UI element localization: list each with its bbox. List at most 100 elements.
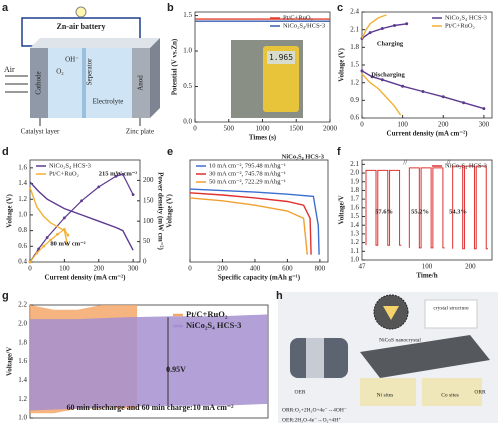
cycle-curve xyxy=(365,169,402,246)
cathode xyxy=(30,48,48,118)
y-tick-label: 1.8 xyxy=(350,43,359,51)
legend-label: NiCo₂S₄ HCS-3 xyxy=(186,320,241,330)
x-tick-label: 800 xyxy=(315,265,326,273)
diagram-label: Co sites xyxy=(441,392,459,398)
battery-top xyxy=(30,38,160,48)
y-tick-label: 0.9 xyxy=(350,96,359,104)
ni-site-panel xyxy=(360,378,416,406)
y-tick-label: 1.6 xyxy=(350,203,359,211)
y-tick-label: 0.6 xyxy=(350,114,359,122)
x-tick-label: 0 xyxy=(188,265,192,273)
y-tick-label: 1.2 xyxy=(350,78,359,86)
cycle-curve xyxy=(408,167,445,249)
power-point xyxy=(37,247,40,251)
axis-break: // xyxy=(403,159,407,167)
voltage-line xyxy=(29,181,134,251)
x-tick-label: 2000 xyxy=(323,125,338,133)
y-tick-label: 1.4 xyxy=(350,221,359,229)
mechanism-diagram xyxy=(278,292,498,423)
legend-label: Pt/C+RuO₂ xyxy=(49,170,79,177)
x-tick-label: 200 xyxy=(94,265,105,273)
diagram-label: Anod xyxy=(137,75,145,91)
point xyxy=(401,84,405,88)
x-tick-label: 400 xyxy=(250,265,261,273)
diagram-label: OH⁻ xyxy=(65,56,79,64)
power-point xyxy=(131,193,135,197)
y-tick-label: 1.5 xyxy=(183,11,192,19)
power-point xyxy=(114,174,118,178)
diagram-label: OER:2H₂O-4e⁻→O₂+4H⁺ xyxy=(282,416,341,423)
legend-label: 30 mA cm⁻², 745.78 mAhg⁻¹ xyxy=(209,170,286,177)
x-tick-label: 100 xyxy=(422,263,433,271)
crystal-box xyxy=(424,299,478,329)
y-tick-label: 1.1 xyxy=(350,247,359,255)
power-point xyxy=(35,251,39,255)
sphere-core xyxy=(383,306,399,320)
point xyxy=(370,75,374,79)
axis-break: // xyxy=(447,159,451,167)
x-tick-label: 0 xyxy=(360,121,364,129)
battery-diagram xyxy=(5,6,160,126)
y2-tick-label: 200 xyxy=(143,176,154,184)
x-tick-label: 200 xyxy=(438,121,449,129)
legend-label: 10 mA cm⁻², 795.48 mAhg⁻¹ xyxy=(209,162,286,169)
x-tick-label: 0 xyxy=(28,265,32,273)
point xyxy=(462,101,466,105)
panel-label: a xyxy=(2,2,9,14)
legend-title: NiCo₂S₄ HCS-3 xyxy=(282,153,325,160)
multimeter-screen xyxy=(267,51,295,64)
line xyxy=(189,197,308,255)
y-tick-label: 1.7 xyxy=(350,195,359,203)
x-axis-label: Time/h xyxy=(416,272,437,280)
power-point xyxy=(56,232,59,236)
power-point xyxy=(62,216,66,220)
electrolyte xyxy=(48,48,132,118)
y-tick-label: 2.0 xyxy=(350,169,359,177)
y-axis-label: Voltage (V) xyxy=(338,47,346,81)
y-tick-label: 1.2 xyxy=(18,395,27,403)
y-tick-label: 1.0 xyxy=(350,256,359,264)
y2-tick-label: 0 xyxy=(143,258,147,266)
power-point xyxy=(28,260,32,264)
y2-tick-label: 50 xyxy=(143,237,151,245)
y-tick-label: 1.8 xyxy=(18,338,27,346)
diagram-label: O₂ xyxy=(56,68,64,76)
y-tick-label: 0.5 xyxy=(183,82,192,90)
y-axis-label: Voltage/V xyxy=(338,195,346,224)
diagram-label: ORR xyxy=(474,389,486,395)
power-point xyxy=(42,244,46,248)
point xyxy=(405,22,409,26)
y-tick-label: 1.0 xyxy=(18,211,27,219)
point xyxy=(421,90,425,93)
power-point xyxy=(49,238,53,242)
y-tick-label: 1.8 xyxy=(350,186,359,194)
y-tick-label: 1.2 xyxy=(18,195,27,203)
y2-tick-label: 100 xyxy=(143,217,154,225)
diagram-label: Seperator xyxy=(86,58,94,85)
plot-frame xyxy=(189,159,329,263)
y-tick-label: 1.2 xyxy=(350,238,359,246)
annotation: 80 mW cm⁻² xyxy=(50,240,85,247)
y-axis-label: Voltage/V xyxy=(6,347,14,376)
y2-tick-label: 150 xyxy=(143,196,154,204)
point xyxy=(360,69,364,73)
x-tick-label: 200 xyxy=(217,265,228,273)
point xyxy=(393,24,396,28)
panel-label: b xyxy=(167,2,174,14)
power-point xyxy=(66,233,70,237)
x-axis-label: Specific capacity (mAh g⁻¹) xyxy=(218,274,301,282)
y-tick-label: 1.6 xyxy=(18,357,27,365)
panel-label: g xyxy=(2,290,9,302)
power-point xyxy=(121,172,125,176)
panel-label: h xyxy=(276,290,283,302)
x-axis-label: Current density (mA cm⁻²) xyxy=(387,130,469,138)
x-tick-label: 0 xyxy=(193,125,197,133)
point xyxy=(380,78,384,82)
legend-label: 50 mA cm⁻², 722.29 mAhg⁻¹ xyxy=(209,178,286,185)
x-tick-label: 200 xyxy=(465,263,476,271)
point xyxy=(482,107,486,111)
x-axis-label: Times (s) xyxy=(249,134,277,142)
annotation: 60 min discharge and 60 min charge:10 mA… xyxy=(66,403,234,412)
